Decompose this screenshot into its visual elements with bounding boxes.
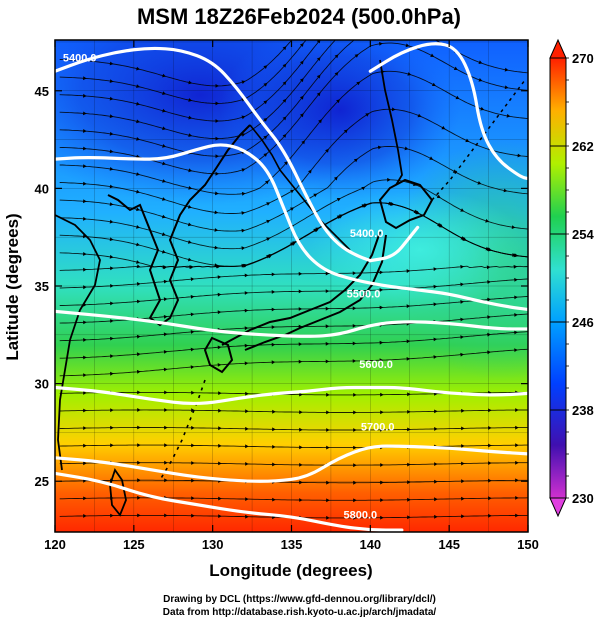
wind-streamline — [59, 313, 528, 342]
x-tick-label: 135 — [281, 537, 303, 552]
colorbar-tick-label: 238 — [572, 403, 594, 418]
wind-streamline — [59, 462, 528, 466]
hokkaido-coast — [378, 178, 434, 230]
x-axis-label: Longitude (degrees) — [209, 561, 372, 580]
height-contour — [55, 309, 528, 338]
height-contour — [55, 444, 528, 483]
contour-label: 5700.0 — [361, 421, 395, 433]
wind-arrowhead — [430, 36, 434, 39]
wind-streamline — [59, 331, 528, 359]
x-tick-label: 150 — [517, 537, 539, 552]
wind-streamline — [59, 146, 528, 232]
contour-label: 5800.0 — [344, 509, 378, 521]
y-axis-label: Latitude (degrees) — [3, 213, 22, 360]
x-axis-ticks: 120 125 130 135 140 145 150 — [44, 40, 539, 552]
height-contour — [55, 143, 528, 312]
wind-streamline — [59, 427, 528, 431]
x-tick-label: 120 — [44, 537, 66, 552]
wind-streamline — [59, 348, 528, 377]
height-contour — [55, 46, 372, 263]
contour-label: 5500.0 — [347, 289, 381, 301]
y-tick-label: 35 — [35, 279, 49, 294]
colorbar-tick-label: 246 — [572, 315, 594, 330]
credit-line-2: Data from http://database.rish.kyoto-u.a… — [162, 607, 437, 618]
kyushu-coast — [203, 336, 234, 374]
china-coast — [55, 214, 101, 471]
colorbar-tick-label: 270 — [572, 51, 594, 66]
height-contour — [55, 385, 528, 406]
wind-streamline — [59, 444, 528, 449]
wind-streamline — [59, 179, 528, 250]
height-contour — [55, 471, 404, 532]
height-contour — [368, 225, 420, 263]
x-tick-label: 140 — [359, 537, 381, 552]
colorbar-body — [549, 57, 567, 499]
primorye-coast — [249, 124, 351, 251]
wind-streamline — [59, 409, 528, 413]
contour-label: 5400.0 — [350, 228, 384, 240]
wind-streamline — [59, 40, 307, 104]
wind-streamline — [59, 108, 528, 214]
x-tick-label: 130 — [202, 537, 224, 552]
wind-streamline — [59, 40, 336, 140]
colorbar-ticks: 230 238 246 254 262 270 — [550, 51, 594, 506]
wind-streamline — [59, 40, 321, 122]
cold-trough-region — [220, 40, 460, 200]
x-tick-label: 125 — [123, 537, 145, 552]
colorbar-bottom-arrow — [549, 497, 567, 518]
y-axis-ticks: 25 30 35 40 45 — [35, 84, 528, 489]
wind-streamline — [59, 70, 528, 195]
wind-streamline — [59, 265, 528, 289]
honshu-south-coast — [244, 234, 387, 351]
y-tick-label: 40 — [35, 181, 49, 196]
y-tick-label: 30 — [35, 377, 49, 392]
wind-streamline — [59, 202, 528, 267]
ryukyu-islands — [159, 379, 206, 481]
cyan-region — [310, 190, 528, 310]
wind-streamlines — [59, 36, 528, 520]
colorbar-top-arrow — [549, 38, 567, 59]
contour-label: 5400.0 — [63, 52, 97, 64]
colorbar-tick-label: 262 — [572, 139, 594, 154]
wind-streamline — [59, 497, 528, 501]
korea-manchuria-coast — [107, 124, 251, 327]
colorbar-tick-label: 254 — [572, 227, 594, 242]
plot-area: 5400.0 5400.0 5500.0 5600.0 5700.0 5800.0 — [55, 36, 528, 532]
wind-streamline — [59, 479, 528, 484]
y-tick-label: 25 — [35, 474, 49, 489]
wind-streamline — [59, 40, 293, 87]
contour-label: 5600.0 — [359, 359, 393, 371]
height-contour — [368, 42, 528, 181]
colorbar-tick-label: 230 — [572, 491, 594, 506]
credit-line-1: Drawing by DCL (https://www.gfd-dennou.o… — [163, 594, 436, 605]
colorbar: 230 238 246 254 262 270 — [549, 38, 594, 518]
x-tick-label: 145 — [438, 537, 460, 552]
wind-streamline — [59, 278, 528, 306]
y-tick-label: 45 — [35, 84, 49, 99]
contour-labels: 5400.0 5400.0 5500.0 5600.0 5700.0 5800.0 — [63, 52, 395, 521]
sakhalin-coast — [379, 59, 403, 186]
height-contours — [55, 42, 528, 532]
kuril-islands — [431, 79, 526, 201]
map-title: MSM 18Z26Feb2024 (500.0hPa) — [137, 4, 461, 29]
